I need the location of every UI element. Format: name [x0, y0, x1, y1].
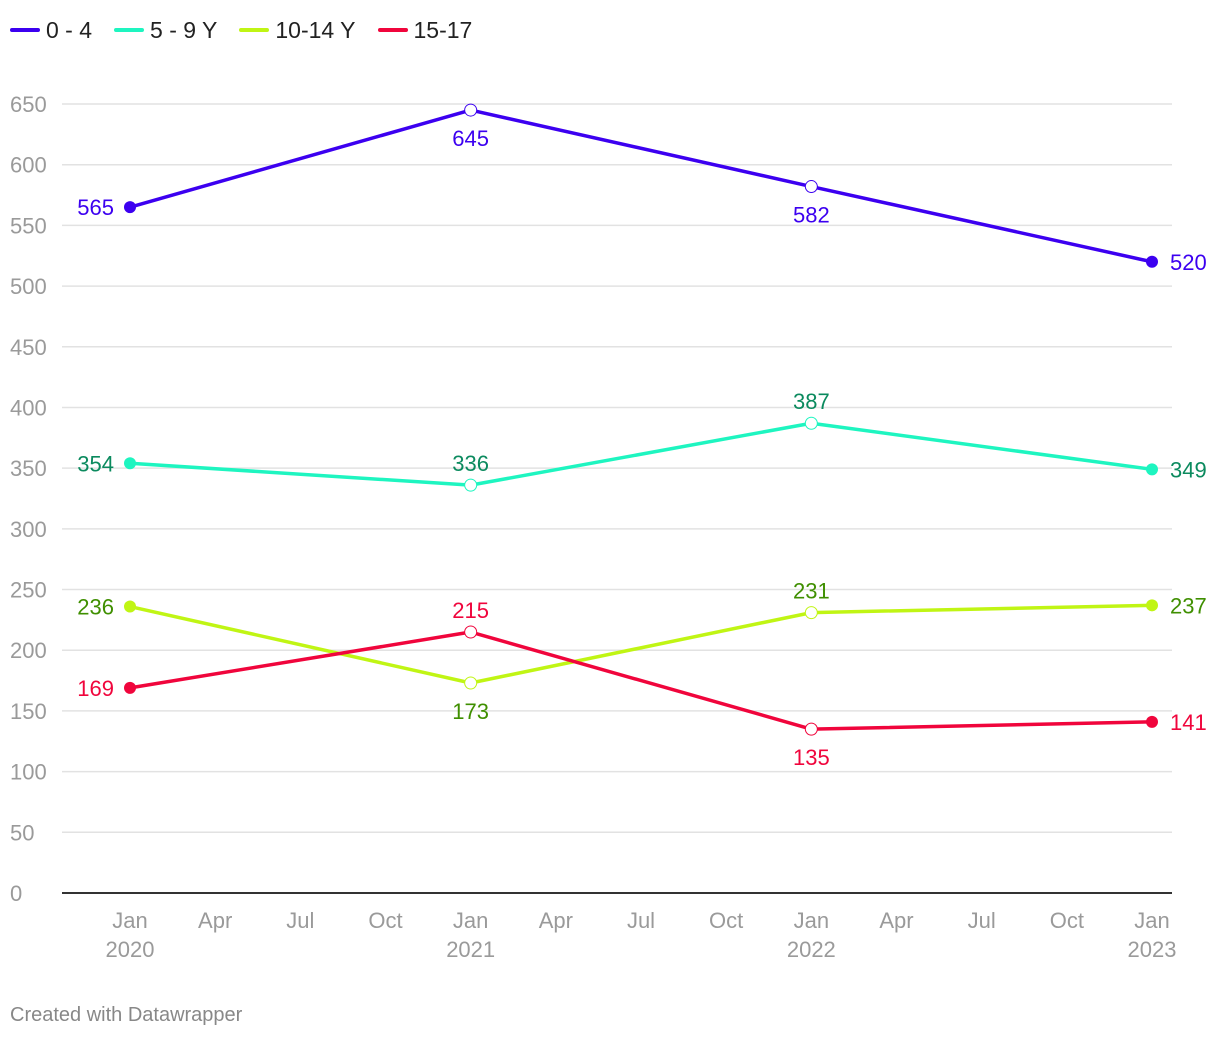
y-tick-label-300: 300 [10, 517, 47, 542]
legend-item-3: 15-17 [377, 16, 473, 44]
x-tick-label-1: Apr [198, 908, 232, 933]
series-2-label-0: 236 [77, 595, 114, 620]
series-1-point-0 [124, 457, 136, 470]
x-tick-label-7: Oct [709, 908, 743, 933]
y-tick-label-100: 100 [10, 760, 47, 785]
series-3-label-3: 141 [1170, 710, 1207, 735]
series-0-point-1 [464, 103, 478, 117]
legend-label-2: 10-14 Y [275, 16, 356, 43]
series-3-label-0: 169 [77, 676, 114, 701]
legend-swatch-0 [10, 28, 40, 32]
legend-item-0: 0 - 4 [10, 17, 92, 44]
series-line-1 [129, 421, 1153, 487]
x-tick-year-8: 2022 [787, 937, 836, 962]
series-0-point-3 [1146, 255, 1158, 268]
series-1-point-1 [464, 478, 478, 492]
line-chart: 0 50 100 150 200 250 300 350 400 450 500 550 600 650 J… [10, 92, 1207, 962]
x-tick-label-8: Jan [794, 908, 829, 933]
x-tick-label-0: Jan [112, 908, 147, 933]
chart-legend: 0 - 4 5 - 9 Y 10-14 Y 15-17 [10, 14, 472, 46]
legend-label-1: 5 - 9 Y [150, 16, 218, 43]
y-tick-label-450: 450 [10, 335, 47, 360]
footer-credit: Created with Datawrapper [10, 1004, 243, 1026]
y-tick-label-0: 0 [10, 881, 22, 906]
y-tick-label-150: 150 [10, 699, 47, 724]
y-tick-label-350: 350 [10, 456, 47, 481]
series-line-0 [129, 108, 1153, 264]
series-3-point-2 [804, 722, 818, 736]
legend-item-2: 10-14 Y [239, 16, 356, 44]
series-0-label-0: 565 [77, 195, 114, 220]
series-2-point-3 [1146, 599, 1158, 612]
y-tick-label-550: 550 [10, 213, 47, 238]
series-2-point-0 [124, 600, 136, 613]
x-tick-year-4: 2021 [446, 937, 495, 962]
series-0-label-1: 645 [452, 126, 489, 151]
series-1-label-2: 387 [793, 389, 830, 414]
series-0-label-2: 582 [793, 203, 830, 228]
x-tick-label-5: Apr [539, 908, 573, 933]
y-tick-label-200: 200 [10, 638, 47, 663]
legend-swatch-2 [239, 28, 270, 32]
legend-swatch-3 [377, 28, 408, 32]
x-tick-label-12: Jan [1134, 908, 1169, 933]
series-2-label-3: 237 [1170, 593, 1207, 618]
x-tick-label-9: Apr [879, 908, 913, 933]
series-line-3 [129, 630, 1153, 731]
series-line-2 [129, 603, 1153, 685]
series-2-point-2 [804, 606, 818, 620]
x-tick-year-0: 2020 [106, 937, 155, 962]
x-tick-label-3: Oct [368, 908, 402, 933]
series-1-point-2 [804, 416, 818, 430]
y-tick-label-250: 250 [10, 578, 47, 603]
series-1-label-1: 336 [452, 451, 489, 476]
x-tick-label-4: Jan [453, 908, 488, 933]
series-2-label-2: 231 [793, 579, 830, 604]
series-0-point-0 [124, 201, 136, 214]
legend-swatch-1 [114, 28, 145, 32]
x-tick-year-12: 2023 [1128, 937, 1177, 962]
series-3-point-0 [124, 681, 136, 694]
legend-item-1: 5 - 9 Y [114, 17, 217, 44]
series-2-label-1: 173 [452, 699, 489, 724]
x-tick-label-6: Jul [627, 908, 655, 933]
x-tick-label-2: Jul [286, 908, 314, 933]
series-0-label-3: 520 [1170, 250, 1207, 275]
y-tick-label-500: 500 [10, 274, 47, 299]
series-3-label-2: 135 [793, 745, 830, 770]
series-0-point-2 [804, 180, 818, 194]
x-tick-label-11: Oct [1050, 908, 1084, 933]
x-tick-label-10: Jul [968, 908, 996, 933]
legend-label-3: 15-17 [413, 16, 473, 43]
y-tick-label-50: 50 [10, 820, 34, 845]
series-3-label-1: 215 [452, 598, 489, 623]
series-1-label-3: 349 [1170, 457, 1207, 482]
series-1-point-3 [1146, 463, 1158, 476]
y-tick-label-650: 650 [10, 92, 47, 117]
series-1-label-0: 354 [77, 451, 114, 476]
series-3-point-1 [464, 625, 478, 639]
series-2-point-1 [464, 676, 478, 690]
series-3-point-3 [1146, 715, 1158, 728]
y-tick-label-400: 400 [10, 395, 47, 420]
legend-label-0: 0 - 4 [46, 16, 93, 43]
y-tick-label-600: 600 [10, 153, 47, 178]
